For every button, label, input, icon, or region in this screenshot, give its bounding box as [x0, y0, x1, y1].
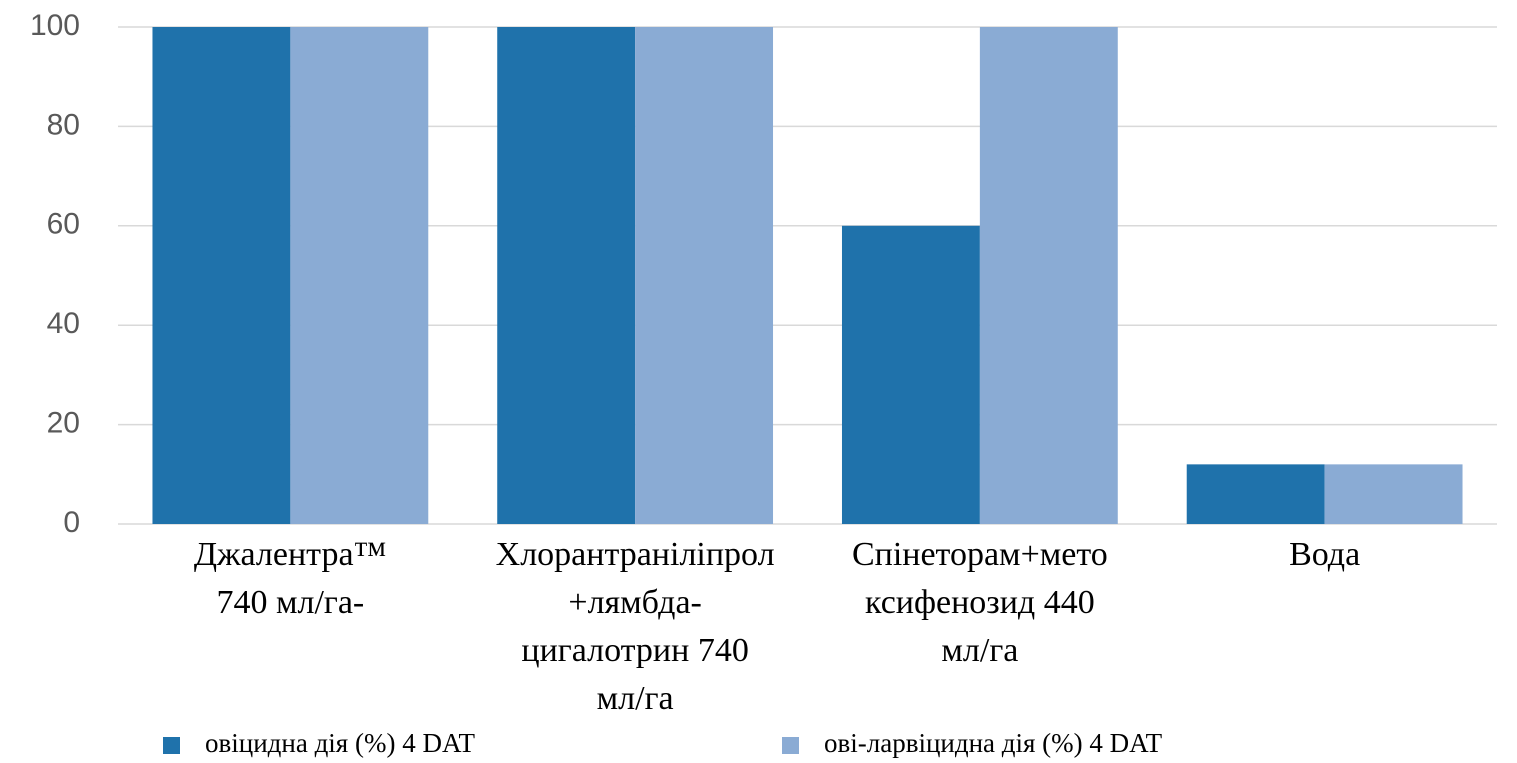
x-tick-label: Спінеторам+мето ксифенозид 440 мл/га	[852, 536, 1108, 669]
y-tick-label: 0	[63, 506, 80, 539]
bar	[1324, 464, 1463, 524]
bar	[497, 27, 636, 524]
legend-label: овіцидна дія (%) 4 DAT	[205, 728, 475, 758]
x-tick-label: Джалентра™ 740 мл/га-	[194, 536, 387, 621]
x-tick-label: Вода	[1289, 536, 1360, 573]
bar	[152, 27, 291, 524]
legend-label: ові-ларвіцидна дія (%) 4 DAT	[824, 728, 1163, 758]
legend-swatch	[782, 737, 799, 754]
legend-swatch	[163, 737, 180, 754]
y-tick-label: 40	[47, 307, 80, 340]
y-tick-label: 100	[30, 9, 80, 42]
y-tick-label: 20	[47, 407, 80, 440]
x-tick-label: Хлорантраніліпрол +лямбда-цигалотрин 740 м…	[496, 536, 775, 717]
y-tick-label: 80	[47, 108, 80, 141]
y-tick-label: 60	[47, 208, 80, 241]
bar	[1186, 464, 1325, 524]
bar	[635, 27, 774, 524]
bar	[290, 27, 429, 524]
bar	[979, 27, 1118, 524]
bar	[841, 225, 980, 525]
